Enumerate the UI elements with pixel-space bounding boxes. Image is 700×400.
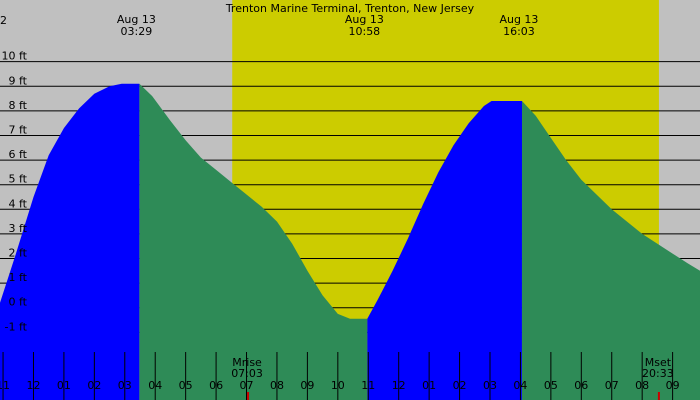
x-tick-label: 09: [300, 379, 314, 392]
y-tick-label: 9 ft: [9, 74, 28, 87]
x-tick-label: 11: [361, 379, 375, 392]
x-tick-label: 01: [57, 379, 71, 392]
moon-event-label: Mrise: [232, 356, 262, 369]
rising-tide-area: [0, 83, 140, 400]
x-tick-label: 02: [453, 379, 467, 392]
moon-event-marker: [247, 392, 250, 400]
x-tick-label: 10: [331, 379, 345, 392]
falling-tide-area: [521, 101, 700, 400]
tide-date-label: Aug 13: [117, 13, 156, 26]
x-tick-label: 09: [666, 379, 680, 392]
x-tick-label: 03: [118, 379, 132, 392]
moon-event-time: 07:03: [231, 367, 263, 380]
x-tick-label: 07: [240, 379, 254, 392]
tide-time-label: 03:29: [121, 25, 153, 38]
x-tick-label: 12: [392, 379, 406, 392]
x-tick-label: 11: [0, 379, 10, 392]
rising-tide-area: [367, 101, 522, 400]
y-tick-label: 8 ft: [9, 99, 28, 112]
left-edge-label: 2: [0, 14, 7, 27]
x-tick-label: 05: [544, 379, 558, 392]
x-tick-label: 06: [209, 379, 223, 392]
x-tick-label: 01: [422, 379, 436, 392]
x-tick-label: 02: [87, 379, 101, 392]
x-tick-label: 03: [483, 379, 497, 392]
tide-date-label: Aug 13: [345, 13, 384, 26]
y-tick-label: 7 ft: [9, 123, 28, 136]
y-tick-label: 10 ft: [2, 50, 28, 63]
tide-date-label: Aug 13: [499, 13, 538, 26]
chart-title: Trenton Marine Terminal, Trenton, New Je…: [225, 2, 475, 15]
moon-event-label: Mset: [645, 356, 672, 369]
moon-event-marker: [657, 392, 660, 400]
x-tick-label: 08: [635, 379, 649, 392]
tide-time-label: 10:58: [348, 25, 380, 38]
x-tick-label: 07: [605, 379, 619, 392]
y-tick-label: 2 ft: [9, 247, 28, 260]
y-tick-label: 6 ft: [9, 148, 28, 161]
y-tick-label: 0 ft: [9, 296, 28, 309]
moon-event-time: 20:33: [642, 367, 674, 380]
x-tick-label: 08: [270, 379, 284, 392]
falling-tide-area: [139, 83, 368, 400]
y-tick-label: -1 ft: [5, 320, 28, 333]
x-tick-label: 04: [148, 379, 162, 392]
y-tick-label: 5 ft: [9, 173, 28, 186]
y-tick-label: 3 ft: [9, 222, 28, 235]
x-tick-label: 12: [26, 379, 40, 392]
x-tick-label: 04: [513, 379, 527, 392]
x-tick-label: 05: [179, 379, 193, 392]
tide-time-label: 16:03: [503, 25, 535, 38]
y-tick-label: 1 ft: [9, 271, 28, 284]
y-tick-label: 4 ft: [9, 197, 28, 210]
x-tick-label: 06: [574, 379, 588, 392]
